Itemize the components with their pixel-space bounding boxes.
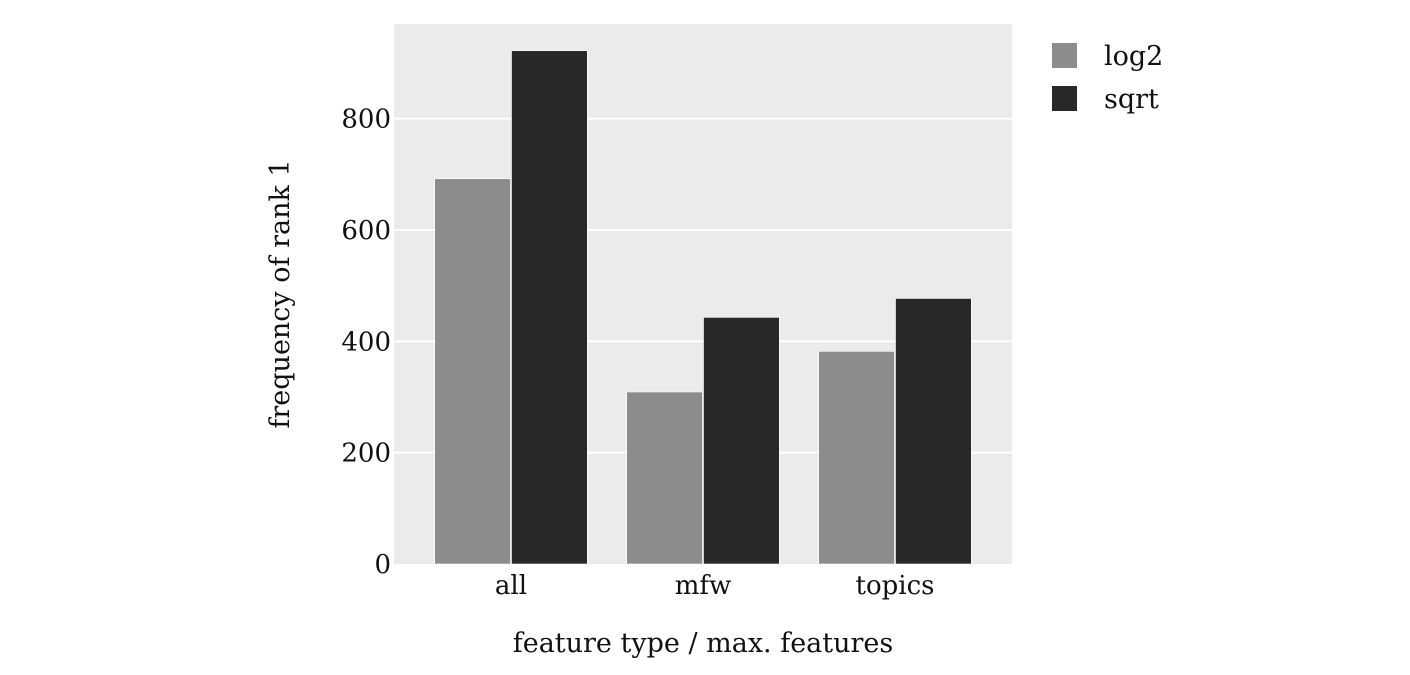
legend: log2 sqrt	[1052, 41, 1163, 115]
bar-sqrt-all	[511, 50, 588, 565]
x-axis-title: feature type / max. features	[513, 628, 894, 659]
x-tick-label: topics	[856, 571, 935, 601]
bars	[434, 50, 972, 565]
bar-sqrt-topics	[895, 298, 972, 565]
x-tick-label: mfw	[675, 571, 732, 601]
y-axis-title: frequency of rank 1	[265, 159, 296, 428]
x-axis-ticks: all mfw topics	[495, 571, 935, 601]
y-tick-label: 800	[341, 105, 391, 135]
bar-log2-mfw	[626, 391, 703, 565]
x-tick-label: all	[495, 571, 527, 601]
y-tick-label: 200	[341, 439, 391, 469]
y-tick-label: 600	[341, 216, 391, 246]
bar-log2-topics	[818, 351, 895, 565]
legend-swatch-log2	[1052, 43, 1077, 68]
y-tick-label: 400	[341, 327, 391, 357]
bar-sqrt-mfw	[703, 317, 780, 565]
y-tick-label: 0	[374, 550, 391, 580]
legend-label-sqrt: sqrt	[1104, 84, 1159, 115]
legend-swatch-sqrt	[1052, 86, 1077, 111]
y-axis-ticks: 0 200 400 600 800	[341, 105, 391, 580]
legend-label-log2: log2	[1104, 41, 1163, 72]
bar-log2-all	[434, 178, 511, 565]
